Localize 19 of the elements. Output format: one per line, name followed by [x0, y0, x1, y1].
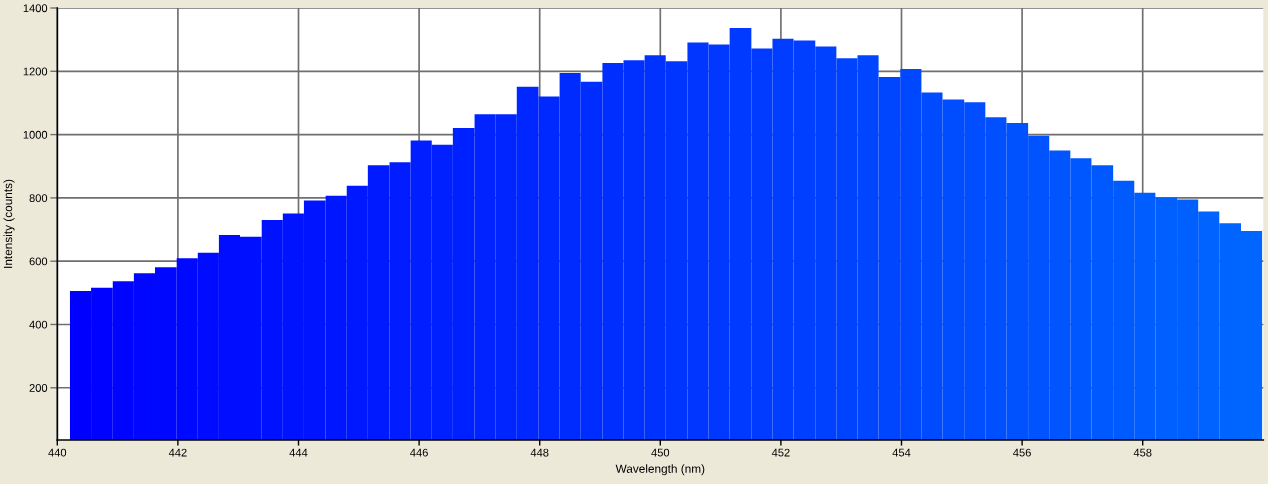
x-tick-label: 454 — [892, 448, 911, 457]
x-tick-label: 440 — [48, 448, 67, 457]
x-tick-label: 444 — [289, 448, 308, 457]
y-tick-label: 200 — [29, 384, 48, 392]
x-tick-label: 448 — [530, 448, 549, 457]
x-tick-label: 446 — [410, 448, 428, 457]
x-tick-label: 456 — [1013, 448, 1031, 457]
y-tick-label: 800 — [29, 194, 48, 203]
y-tick-label: 1200 — [23, 67, 48, 76]
y-axis-title: Intensity (counts) — [3, 179, 15, 268]
x-axis-title: Wavelength (nm) — [615, 464, 705, 476]
y-tick-label: 400 — [29, 320, 48, 329]
x-tick-label: 452 — [771, 448, 790, 457]
y-tick-label: 1400 — [23, 4, 48, 13]
y-tick-label: 600 — [29, 257, 48, 266]
y-tick-label: 1000 — [23, 130, 48, 139]
x-tick-label: 442 — [168, 448, 187, 457]
x-tick-label: 450 — [651, 448, 670, 457]
x-tick-label: 458 — [1133, 448, 1152, 457]
